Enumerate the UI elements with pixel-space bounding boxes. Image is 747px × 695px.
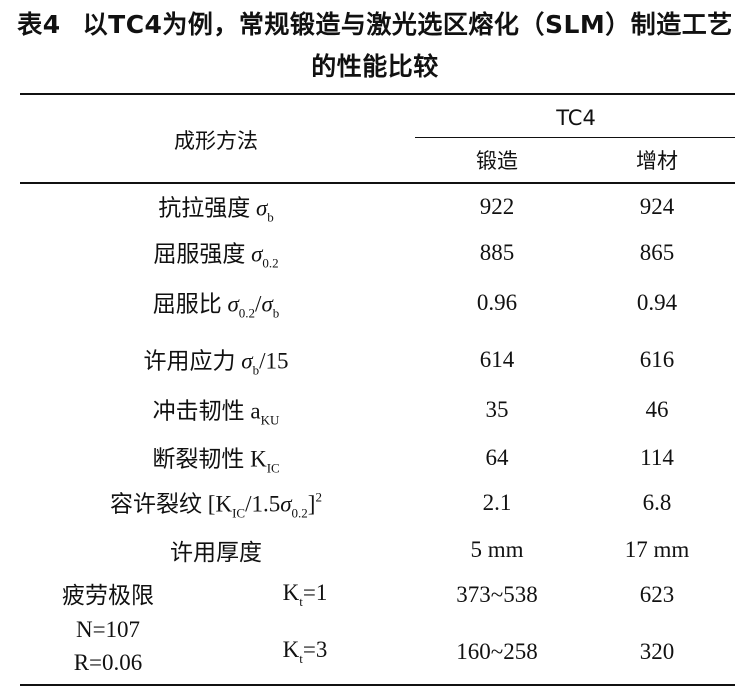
text-part: =3 bbox=[302, 637, 328, 662]
top-rule bbox=[20, 93, 735, 95]
cell-value: 922 bbox=[479, 194, 515, 219]
text-part: 许用应力 bbox=[143, 348, 242, 374]
cell-value: 17 mm bbox=[624, 537, 690, 562]
column-header: 增材 bbox=[636, 149, 678, 173]
text-part: σ bbox=[255, 195, 268, 221]
text-part: 2 bbox=[315, 489, 322, 505]
text-part: / bbox=[255, 291, 262, 317]
cell-value: 2.1 bbox=[482, 490, 512, 515]
row-label: 冲击韧性 aKU bbox=[153, 392, 280, 429]
cell-value: 5 mm bbox=[470, 537, 524, 562]
text-part: 断裂韧性 K bbox=[152, 446, 267, 472]
text-part: IC bbox=[266, 460, 280, 476]
row-label: 屈服强度 σ0.2 bbox=[153, 235, 278, 272]
text-part: σ bbox=[280, 491, 292, 517]
text-part: σ bbox=[251, 241, 263, 267]
header-rule bbox=[415, 137, 735, 138]
cell-value: 614 bbox=[479, 347, 515, 372]
cell-value: 865 bbox=[639, 240, 675, 265]
cell-value: 320 bbox=[639, 639, 675, 664]
header-bottom-rule bbox=[20, 182, 735, 184]
text-part: 屈服比 bbox=[152, 291, 228, 317]
cell-value: 373~538 bbox=[456, 582, 538, 607]
text-part: 屈服强度 bbox=[153, 241, 252, 267]
cell-value: 35 bbox=[485, 397, 509, 422]
text-part: 0.2 bbox=[262, 255, 279, 271]
text-part: σ bbox=[227, 291, 239, 317]
text-part: σ bbox=[261, 291, 273, 317]
text-part: 0.2 bbox=[291, 505, 308, 521]
row-label: 许用应力 σb/15 bbox=[144, 342, 289, 379]
text-part: t bbox=[299, 651, 303, 666]
cell-value: 0.94 bbox=[636, 290, 678, 315]
cell-value: 46 bbox=[645, 397, 669, 422]
text-part: b bbox=[252, 362, 260, 378]
method-header: 成形方法 bbox=[174, 129, 258, 153]
text-part: b bbox=[272, 305, 280, 321]
text-part: =1 bbox=[302, 580, 328, 605]
text-part: KU bbox=[260, 412, 280, 428]
cell-value: 924 bbox=[639, 194, 675, 219]
cell-value: 623 bbox=[639, 582, 675, 607]
cell-value: 160~258 bbox=[456, 639, 538, 664]
row-label: 抗拉强度 σb bbox=[158, 189, 274, 226]
text-part: 冲击韧性 a bbox=[152, 398, 261, 424]
text-part: 抗拉强度 bbox=[158, 195, 256, 221]
fatigue-label: N=107 bbox=[75, 617, 141, 642]
text-part: K bbox=[282, 637, 300, 662]
cell-value: 0.96 bbox=[476, 290, 518, 315]
fatigue-condition: Kt=1 bbox=[283, 580, 328, 610]
cell-value: 616 bbox=[639, 347, 675, 372]
table-title: 表4 以TC4为例，常规锻造与激光选区熔化（SLM）制造工艺的性能比较 bbox=[14, 4, 736, 88]
row-label: 断裂韧性 KIC bbox=[152, 440, 279, 477]
text-part: ] bbox=[307, 491, 316, 517]
text-part: 许用厚度 bbox=[170, 540, 262, 565]
text-part: σ bbox=[241, 348, 253, 374]
text-part: 容许裂纹 [K bbox=[110, 491, 233, 517]
row-label: 屈服比 σ0.2/σb bbox=[153, 285, 280, 322]
fatigue-condition: Kt=3 bbox=[283, 637, 328, 667]
cell-value: 64 bbox=[485, 445, 509, 470]
material-header: TC4 bbox=[556, 106, 596, 130]
text-part: 0.2 bbox=[238, 305, 256, 321]
text-part: t bbox=[299, 594, 303, 609]
cell-value: 885 bbox=[479, 240, 515, 265]
title-text: 以TC4为例，常规锻造与激光选区熔化（SLM）制造工艺的性能比较 bbox=[82, 10, 733, 81]
fatigue-label: 疲劳极限 bbox=[62, 583, 154, 608]
cell-value: 6.8 bbox=[642, 490, 672, 515]
text-part: /15 bbox=[259, 348, 289, 374]
row-label: 许用厚度 bbox=[170, 533, 262, 567]
text-part: /1.5 bbox=[245, 491, 281, 517]
text-part: b bbox=[267, 209, 274, 225]
bottom-rule bbox=[20, 684, 735, 686]
cell-value: 114 bbox=[640, 445, 674, 470]
text-part: IC bbox=[232, 505, 246, 521]
table-number: 表4 bbox=[17, 10, 61, 39]
column-header: 锻造 bbox=[476, 149, 518, 173]
fatigue-label: R=0.06 bbox=[73, 650, 143, 675]
row-label: 容许裂纹 [KIC/1.5σ0.2]2 bbox=[110, 485, 322, 522]
text-part: K bbox=[282, 580, 300, 605]
